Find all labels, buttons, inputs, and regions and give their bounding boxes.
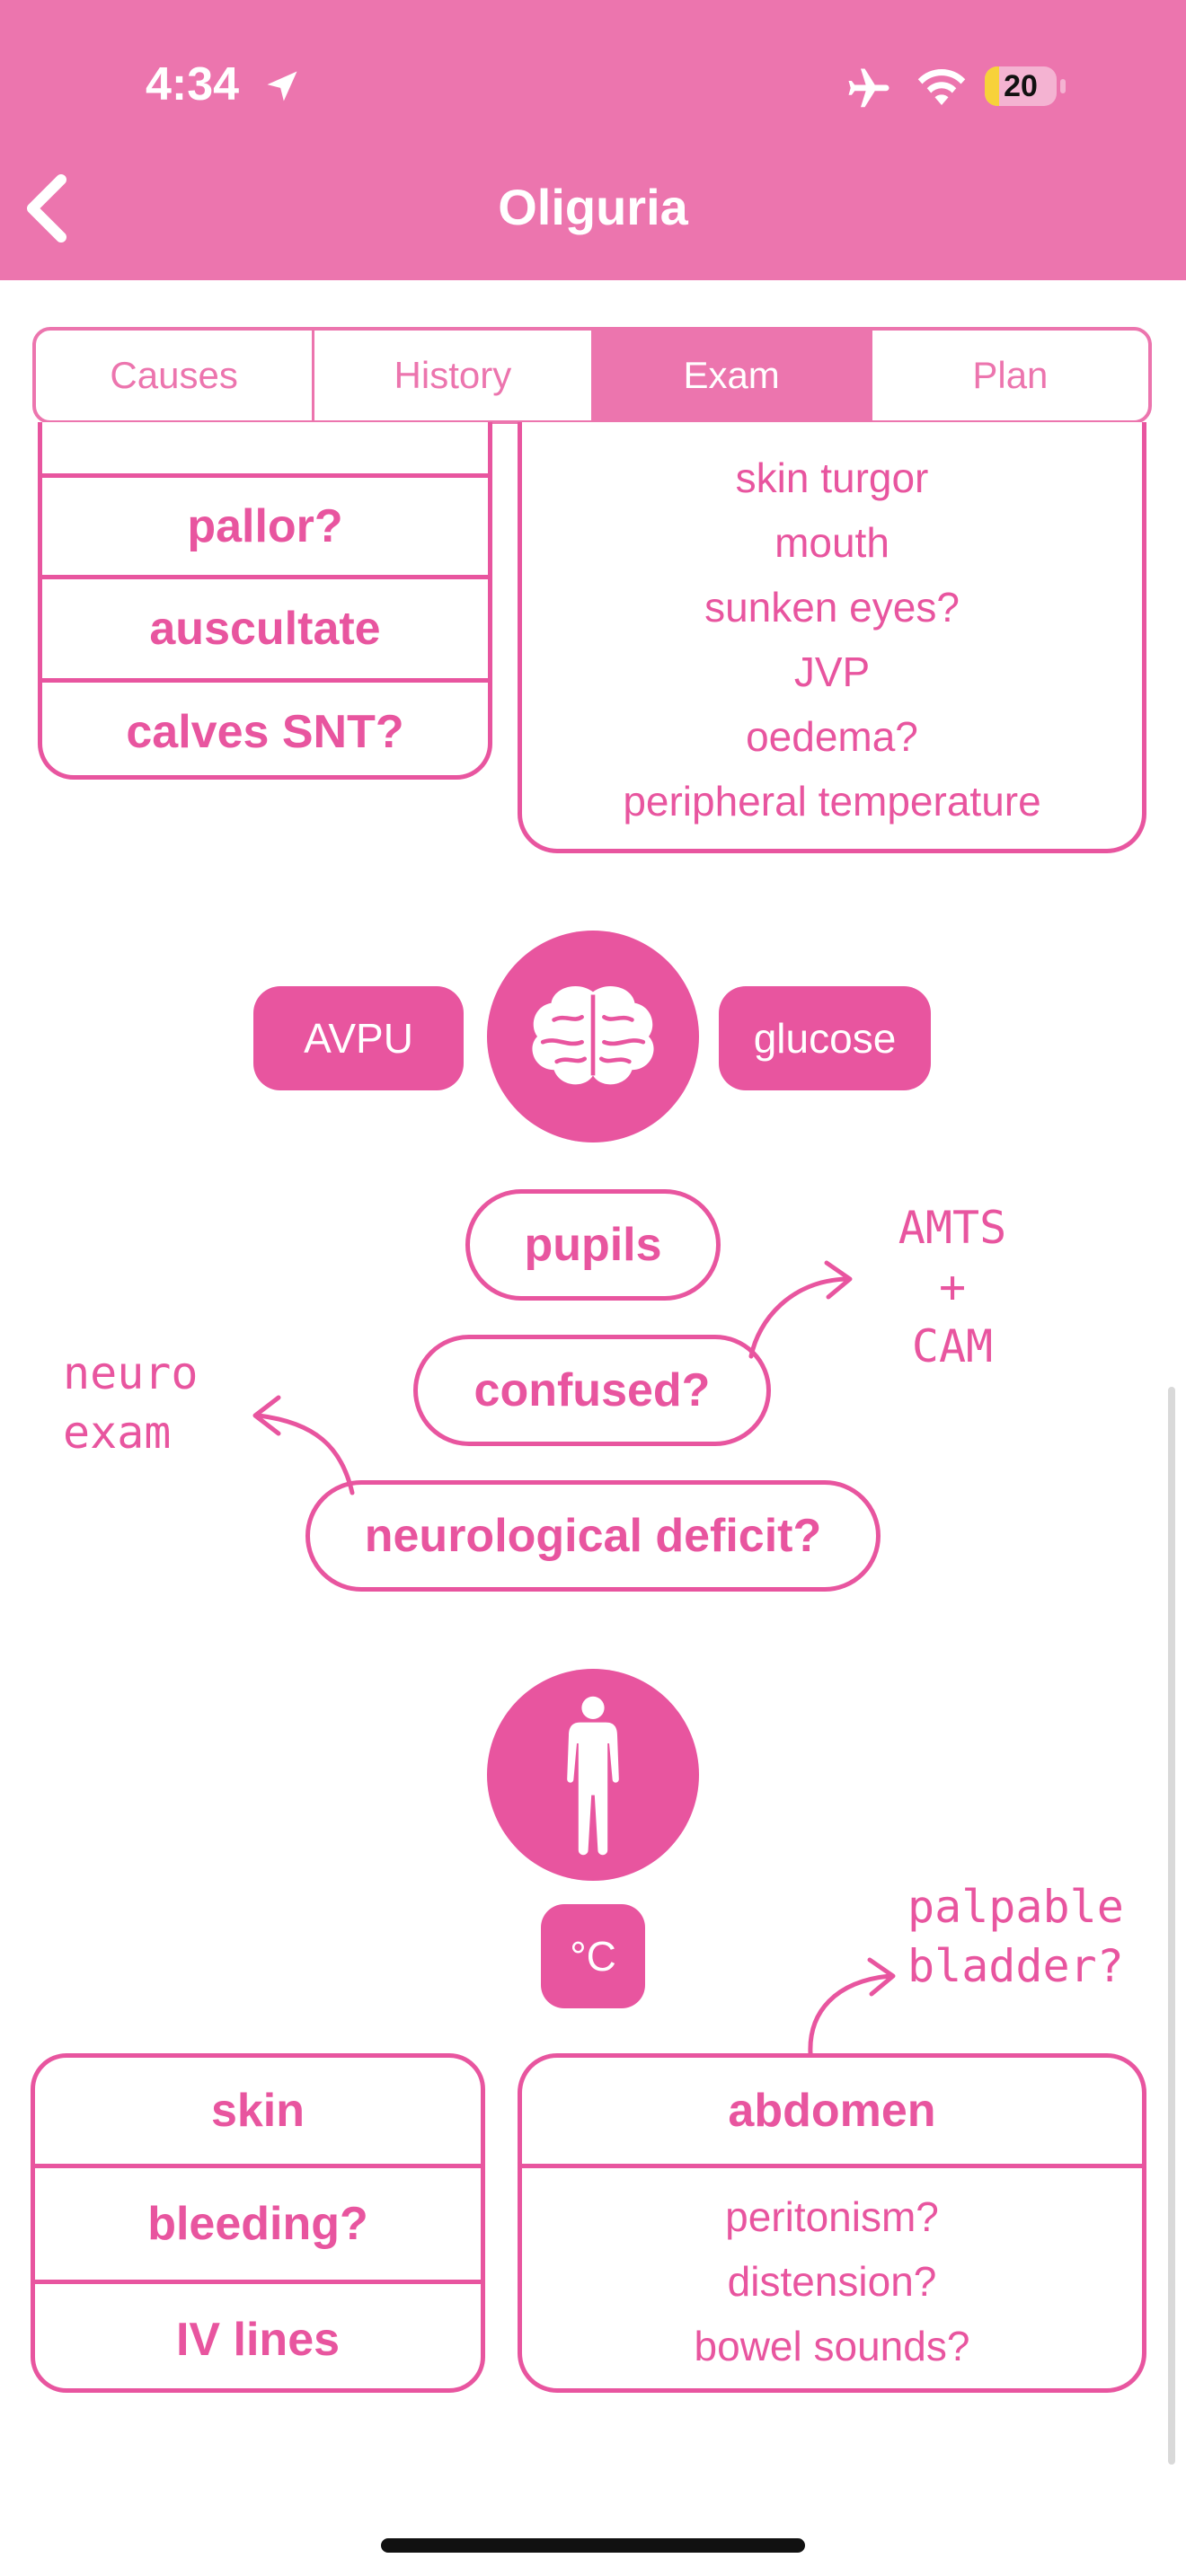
skin-box-title: skin xyxy=(210,2085,305,2137)
exam-item: sunken eyes? xyxy=(704,584,960,631)
page-title: Oliguria xyxy=(498,179,688,235)
header-bar: 4:34 20 Oliguria xyxy=(0,0,1186,280)
airplane-mode-icon xyxy=(848,68,890,108)
check-row: auscultate xyxy=(42,575,488,678)
status-time: 4:34 xyxy=(146,58,240,110)
exam-item: peritonism? xyxy=(725,2193,939,2240)
note-line: neuro xyxy=(63,1347,199,1399)
amts-cam-note: AMTS + CAM xyxy=(863,1198,1042,1376)
note-line: CAM xyxy=(911,1320,994,1372)
skin-box-row: bleeding? xyxy=(35,2164,481,2280)
note-line: palpable xyxy=(907,1881,1124,1933)
abdomen-box: abdomen peritonism? distension? bowel so… xyxy=(518,2053,1146,2393)
brain-circle xyxy=(487,931,699,1142)
avpu-pill: AVPU xyxy=(253,986,464,1090)
fluid-status-box: skin turgor mouth sunken eyes? JVP oedem… xyxy=(518,422,1146,853)
skin-box: skin bleeding? IV lines xyxy=(31,2053,485,2393)
brain-icon xyxy=(532,985,654,1085)
exam-item: JVP xyxy=(793,648,871,695)
palpable-bladder-note: palpable bladder? xyxy=(907,1877,1177,1996)
arrow-to-amts-icon xyxy=(748,1260,853,1359)
exam-item: oedema? xyxy=(746,713,918,760)
exam-item: bowel sounds? xyxy=(694,2323,970,2369)
exam-item: peripheral temperature xyxy=(623,778,1041,825)
body-circle xyxy=(487,1669,699,1881)
confused-pill: confused? xyxy=(413,1335,771,1446)
note-line: bladder? xyxy=(907,1940,1124,1992)
arrow-to-neuro-exam-icon xyxy=(252,1395,355,1495)
scrollbar[interactable] xyxy=(1168,1387,1175,2465)
tab-plan[interactable]: Plan xyxy=(972,354,1049,396)
exam-item: mouth xyxy=(774,519,890,566)
note-line: + xyxy=(938,1261,967,1313)
section-tabs: Causes History Exam Plan xyxy=(32,327,1152,424)
arrow-to-bladder-icon xyxy=(808,1957,896,2056)
exam-item: skin turgor xyxy=(735,454,929,501)
temperature-pill: °C xyxy=(541,1904,645,2008)
tab-causes[interactable]: Causes xyxy=(36,331,315,420)
tab-exam[interactable]: Exam xyxy=(593,331,872,420)
exam-item: distension? xyxy=(727,2258,937,2305)
note-line: AMTS xyxy=(898,1202,1007,1254)
neurological-deficit-pill: neurological deficit? xyxy=(305,1480,881,1592)
check-row: pallor? xyxy=(187,500,343,552)
abdomen-box-title: abdomen xyxy=(728,2085,936,2137)
human-body-icon xyxy=(567,1696,619,1856)
wifi-icon xyxy=(917,69,966,105)
pupils-pill: pupils xyxy=(465,1189,721,1301)
battery-level-text: 20 xyxy=(1004,69,1038,103)
glucose-pill: glucose xyxy=(719,986,931,1090)
circulation-checks-box: pallor? auscultate calves SNT? xyxy=(38,422,492,780)
tab-history[interactable]: History xyxy=(314,331,594,420)
home-indicator[interactable] xyxy=(381,2538,805,2553)
neuro-exam-note: neuro exam xyxy=(63,1344,225,1462)
note-line: exam xyxy=(63,1407,172,1459)
location-arrow-icon xyxy=(267,71,297,101)
skin-box-row: IV lines xyxy=(35,2280,481,2388)
battery-indicator: 20 xyxy=(985,66,1066,106)
check-row: calves SNT? xyxy=(42,678,488,781)
back-chevron-icon[interactable] xyxy=(22,172,72,244)
